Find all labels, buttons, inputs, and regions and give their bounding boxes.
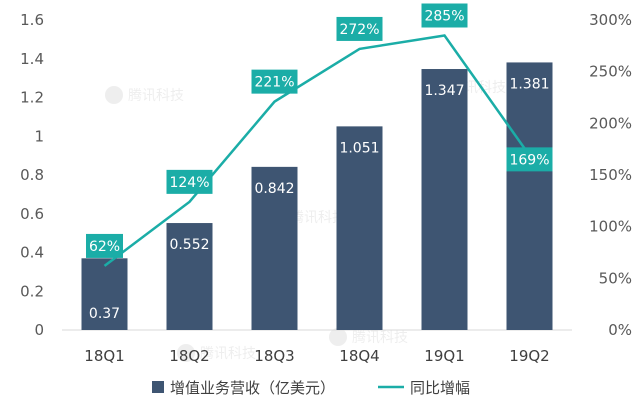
category-label: 18Q1: [84, 347, 124, 365]
watermark-text: 腾讯科技: [200, 345, 256, 362]
bar: [506, 62, 553, 331]
watermark-logo-icon: [177, 344, 195, 362]
left-axis-ticks: 0 0.2 0.4 0.6 0.8 1 1.2 1.4 1.6: [20, 11, 44, 339]
bar: [251, 166, 298, 330]
bar-labels: 0.37 0.552 0.842 1.051 1.347 1.381: [89, 76, 550, 322]
left-tick-label: 0.8: [20, 166, 44, 184]
legend-line-label: 同比增幅: [410, 379, 470, 397]
bar-value-label: 1.381: [509, 76, 549, 92]
category-label: 18Q2: [169, 347, 209, 365]
bar: [166, 223, 213, 330]
bar-value-label: 0.842: [254, 181, 294, 197]
bar: [336, 126, 383, 331]
line-labels: 62% 124% 221% 272% 285% 169%: [86, 3, 553, 258]
line-value-label: 272%: [339, 22, 379, 38]
right-tick-label: 50%: [599, 269, 632, 287]
right-axis-ticks: 0% 50% 100% 150% 200% 250% 300%: [589, 11, 632, 339]
line-label-box: [506, 147, 553, 172]
left-tick-label: 1.6: [20, 11, 44, 29]
line-label-box: [336, 16, 383, 41]
category-label: 19Q2: [509, 347, 549, 365]
category-label: 19Q1: [424, 347, 464, 365]
growth-line: [103, 34, 531, 267]
watermark: 腾讯科技: [329, 328, 408, 346]
category-label: 18Q4: [339, 347, 379, 365]
line-label-box: [86, 233, 123, 258]
line-value-label: 124%: [169, 175, 209, 191]
bar-value-label: 1.347: [424, 83, 464, 99]
legend-bar-label: 增值业务营收（亿美元）: [170, 379, 335, 397]
line-value-label: 169%: [509, 152, 549, 168]
line-value-label: 221%: [254, 75, 294, 91]
bar-series: [81, 62, 553, 331]
bar-value-label: 0.37: [89, 306, 120, 322]
right-tick-label: 200%: [589, 114, 632, 132]
right-tick-label: 250%: [589, 63, 632, 81]
watermark-text: 腾讯科技: [128, 87, 184, 104]
watermark-logo-icon: [105, 86, 123, 104]
bar-value-label: 1.051: [339, 140, 379, 156]
right-tick-label: 150%: [589, 166, 632, 184]
left-tick-label: 1.2: [20, 89, 44, 107]
left-tick-label: 1.4: [20, 50, 44, 68]
watermark-logo-icon: [329, 328, 347, 346]
watermark: 腾讯科技: [105, 86, 184, 104]
right-tick-label: 0%: [608, 321, 632, 339]
line-value-label: 285%: [424, 9, 464, 25]
watermark-text: 腾讯科技: [352, 329, 408, 346]
watermark: 腾讯科技: [177, 344, 256, 362]
right-tick-label: 300%: [589, 11, 632, 29]
left-tick-label: 0.2: [20, 282, 44, 300]
right-tick-label: 100%: [589, 218, 632, 236]
bar-value-label: 0.552: [169, 237, 209, 253]
left-tick-label: 0.6: [20, 205, 44, 223]
bar: [421, 69, 468, 331]
left-tick-label: 1: [34, 127, 44, 145]
line-value-label: 62%: [89, 239, 120, 255]
left-tick-label: 0.4: [20, 244, 44, 262]
left-tick-label: 0: [34, 321, 44, 339]
line-label-box: [421, 3, 468, 28]
bar: [81, 258, 128, 330]
watermark-text: 腾讯科技: [290, 209, 346, 226]
category-labels: 18Q1 18Q2 18Q3 18Q4 19Q1 19Q2: [84, 347, 549, 365]
legend: 增值业务营收（亿美元） 同比增幅: [152, 379, 470, 397]
line-label-box: [251, 69, 298, 94]
legend-bar-swatch: [152, 381, 164, 393]
line-label-box: [166, 169, 213, 194]
category-label: 18Q3: [254, 347, 294, 365]
